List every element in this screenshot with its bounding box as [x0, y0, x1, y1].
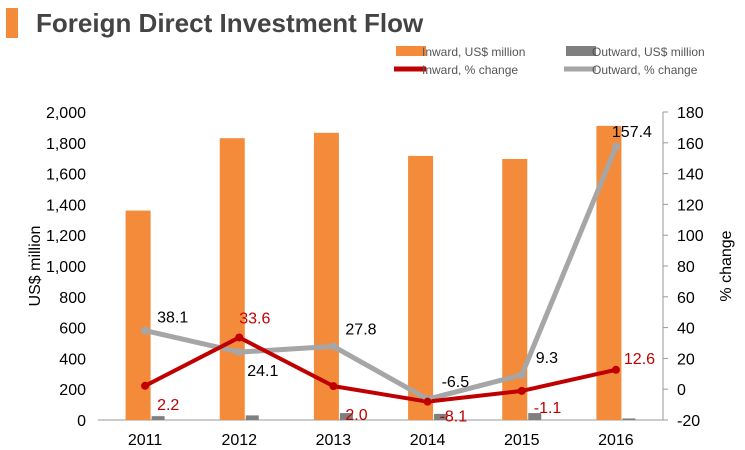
inward-pct-point [517, 386, 526, 395]
y-tick-label: 400 [59, 351, 86, 368]
inward-pct-point [611, 365, 620, 374]
outward-bar [434, 413, 448, 420]
y-tick-label: 800 [59, 290, 86, 307]
bars [125, 125, 636, 421]
legend-label: Inward, % change [422, 63, 518, 77]
outward-bar [151, 416, 165, 420]
y-tick-label: 1,400 [46, 197, 86, 214]
y2-tick-label: 60 [677, 290, 695, 307]
inward-pct-label: -1.1 [534, 400, 562, 417]
outward-pct-point [611, 142, 620, 151]
y-tick-label: 1,200 [46, 228, 86, 245]
outward-pct-label: 157.4 [612, 124, 652, 141]
y-tick-label: 200 [59, 382, 86, 399]
y2-tick-label: 40 [677, 321, 695, 338]
legend-swatch [566, 46, 596, 56]
inward-pct-label: 2.2 [157, 397, 179, 414]
y2-tick-label: 100 [677, 228, 704, 245]
axes: 02004006008001,0001,2001,4001,6001,8002,… [27, 105, 735, 449]
legend-label: Outward, US$ million [592, 45, 705, 59]
inward-pct-label: 12.6 [624, 351, 655, 368]
legend-label: Outward, % change [592, 63, 698, 77]
y-tick-label: 1,800 [46, 136, 86, 153]
y-axis-title: US$ million [27, 226, 44, 307]
outward-pct-label: 24.1 [247, 363, 278, 380]
outward-pct-label: 38.1 [157, 310, 188, 327]
legend-swatch [396, 46, 426, 56]
outward-pct-point [235, 348, 244, 357]
outward-bar [622, 418, 636, 420]
title-accent-bar [6, 8, 18, 38]
y2-tick-label: 160 [677, 136, 704, 153]
outward-pct-point [517, 370, 526, 379]
y2-axis-title: % change [718, 230, 735, 301]
y-tick-label: 1,600 [46, 167, 86, 184]
x-tick-label: 2014 [410, 432, 446, 449]
y2-tick-label: 0 [677, 382, 686, 399]
x-tick-label: 2016 [598, 432, 634, 449]
y2-tick-label: -20 [677, 413, 700, 430]
y-tick-label: 2,000 [46, 105, 86, 122]
inward-pct-point [235, 333, 244, 342]
outward-pct-label: 9.3 [536, 350, 558, 367]
legend: Inward, US$ million Outward, US$ million I… [394, 45, 705, 77]
inward-pct-label: 2.0 [345, 407, 367, 424]
outward-pct-label: -6.5 [442, 374, 470, 391]
inward-bar [408, 155, 434, 420]
outward-pct-label: 27.8 [345, 321, 376, 338]
inward-pct-point [329, 382, 338, 391]
y2-tick-label: 20 [677, 351, 695, 368]
lines [141, 142, 620, 406]
outward-bar [245, 415, 259, 420]
x-tick-label: 2015 [504, 432, 540, 449]
inward-pct-point [423, 397, 432, 406]
inward-bar [219, 138, 245, 420]
outward-pct-point [329, 342, 338, 351]
legend-label: Inward, US$ million [422, 45, 525, 59]
outward-pct-point [141, 326, 150, 335]
data-labels: 38.1 24.1 27.8 -6.5 9.3 157.4 2.2 33.6 2.0 -8.1 -1… [157, 124, 655, 426]
inward-pct-label: -8.1 [440, 409, 468, 426]
x-tick-label: 2012 [221, 432, 257, 449]
x-tick-label: 2011 [128, 432, 163, 449]
inward-pct-label: 33.6 [239, 310, 270, 327]
outward-pct-line [144, 145, 619, 402]
inward-pct-line [144, 335, 617, 404]
outward-bar [528, 413, 542, 420]
outward-bar [339, 413, 353, 420]
x-tick-label: 2013 [316, 432, 352, 449]
y2-tick-label: 180 [677, 105, 704, 122]
y2-tick-label: 80 [677, 259, 695, 276]
y-tick-label: 0 [77, 413, 86, 430]
inward-bar [313, 132, 339, 421]
page-title: Foreign Direct Investment Flow [36, 8, 424, 38]
y-tick-label: 1,000 [46, 259, 86, 276]
y-tick-label: 600 [59, 321, 86, 338]
y2-tick-label: 140 [677, 167, 704, 184]
y2-tick-label: 120 [677, 197, 704, 214]
inward-pct-point [141, 381, 150, 390]
